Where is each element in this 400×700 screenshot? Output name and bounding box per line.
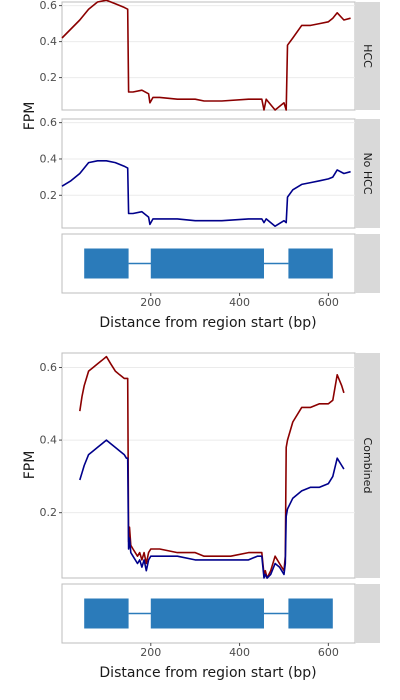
panel-no-hcc-yticks: 0.2 0.4 0.6 <box>40 116 355 202</box>
top-xlabel: Distance from region start (bp) <box>99 315 316 331</box>
xtick-label: 600 <box>318 296 339 309</box>
series-line-no-hcc <box>79 439 345 579</box>
exon-block <box>84 248 129 279</box>
gene-model-top-xticks: 200 400 600 <box>140 293 339 309</box>
gene-model-bottom-xticks: 200 400 600 <box>140 643 339 659</box>
panel-combined-yticks: 0.2 0.4 0.6 <box>40 361 355 519</box>
gene-model-bottom-strip <box>355 584 380 643</box>
gene-model-bottom-shapes <box>84 598 333 629</box>
gene-model-top-strip <box>355 234 380 293</box>
strip-no-hcc <box>355 119 380 228</box>
bottom-xlabel: Distance from region start (bp) <box>99 665 316 681</box>
strip-no-hcc-label: No HCC <box>361 152 374 194</box>
xtick-label: 200 <box>140 296 161 309</box>
ytick-label: 0.6 <box>40 0 58 12</box>
bottom-ylabel: FPM <box>22 451 38 480</box>
strip-hcc-label: HCC <box>361 44 374 68</box>
panel-hcc-yticks: 0.2 0.4 0.6 <box>40 0 355 84</box>
strip-combined <box>355 353 380 578</box>
xtick-label: 200 <box>140 646 161 659</box>
exon-block <box>288 598 333 629</box>
xtick-label: 600 <box>318 646 339 659</box>
ytick-label: 0.2 <box>40 506 58 519</box>
ytick-label: 0.4 <box>40 152 58 165</box>
ytick-label: 0.4 <box>40 434 58 447</box>
panel-combined: 0.2 0.4 0.6 Combined <box>40 352 380 579</box>
xtick-label: 400 <box>229 296 250 309</box>
gene-model-top: 200 400 600 <box>61 233 380 309</box>
xtick-label: 400 <box>229 646 250 659</box>
ytick-label: 0.2 <box>40 189 58 202</box>
panel-no-hcc-frame <box>61 118 356 229</box>
series-line-hcc <box>61 0 351 111</box>
gene-model-top-shapes <box>84 248 333 279</box>
panel-no-hcc-lines <box>61 160 351 227</box>
exon-block <box>84 598 129 629</box>
strip-hcc <box>355 2 380 110</box>
top-figure: 0.2 0.4 0.6 HCC 0.2 0.4 0.6 No HCC 200 400 600… <box>22 0 380 331</box>
ytick-label: 0.6 <box>40 116 58 129</box>
panel-hcc: 0.2 0.4 0.6 HCC <box>40 0 380 111</box>
series-line-no-hcc <box>61 160 351 227</box>
panel-hcc-lines <box>61 0 351 111</box>
panel-hcc-frame <box>61 1 356 111</box>
exon-block <box>150 248 264 279</box>
series-line-hcc <box>79 355 345 579</box>
panel-no-hcc: 0.2 0.4 0.6 No HCC <box>40 116 380 229</box>
ytick-label: 0.2 <box>40 71 58 84</box>
strip-combined-label: Combined <box>361 438 374 494</box>
ytick-label: 0.4 <box>40 35 58 48</box>
panel-combined-lines <box>79 355 345 579</box>
bottom-figure: 0.2 0.4 0.6 Combined 200 400 600 FPM Distanc… <box>22 352 380 681</box>
gene-model-bottom: 200 400 600 <box>61 583 380 659</box>
exon-block <box>288 248 333 279</box>
exon-block <box>150 598 264 629</box>
top-ylabel: FPM <box>22 102 38 131</box>
panel-combined-frame <box>61 352 356 579</box>
ytick-label: 0.6 <box>40 361 58 374</box>
